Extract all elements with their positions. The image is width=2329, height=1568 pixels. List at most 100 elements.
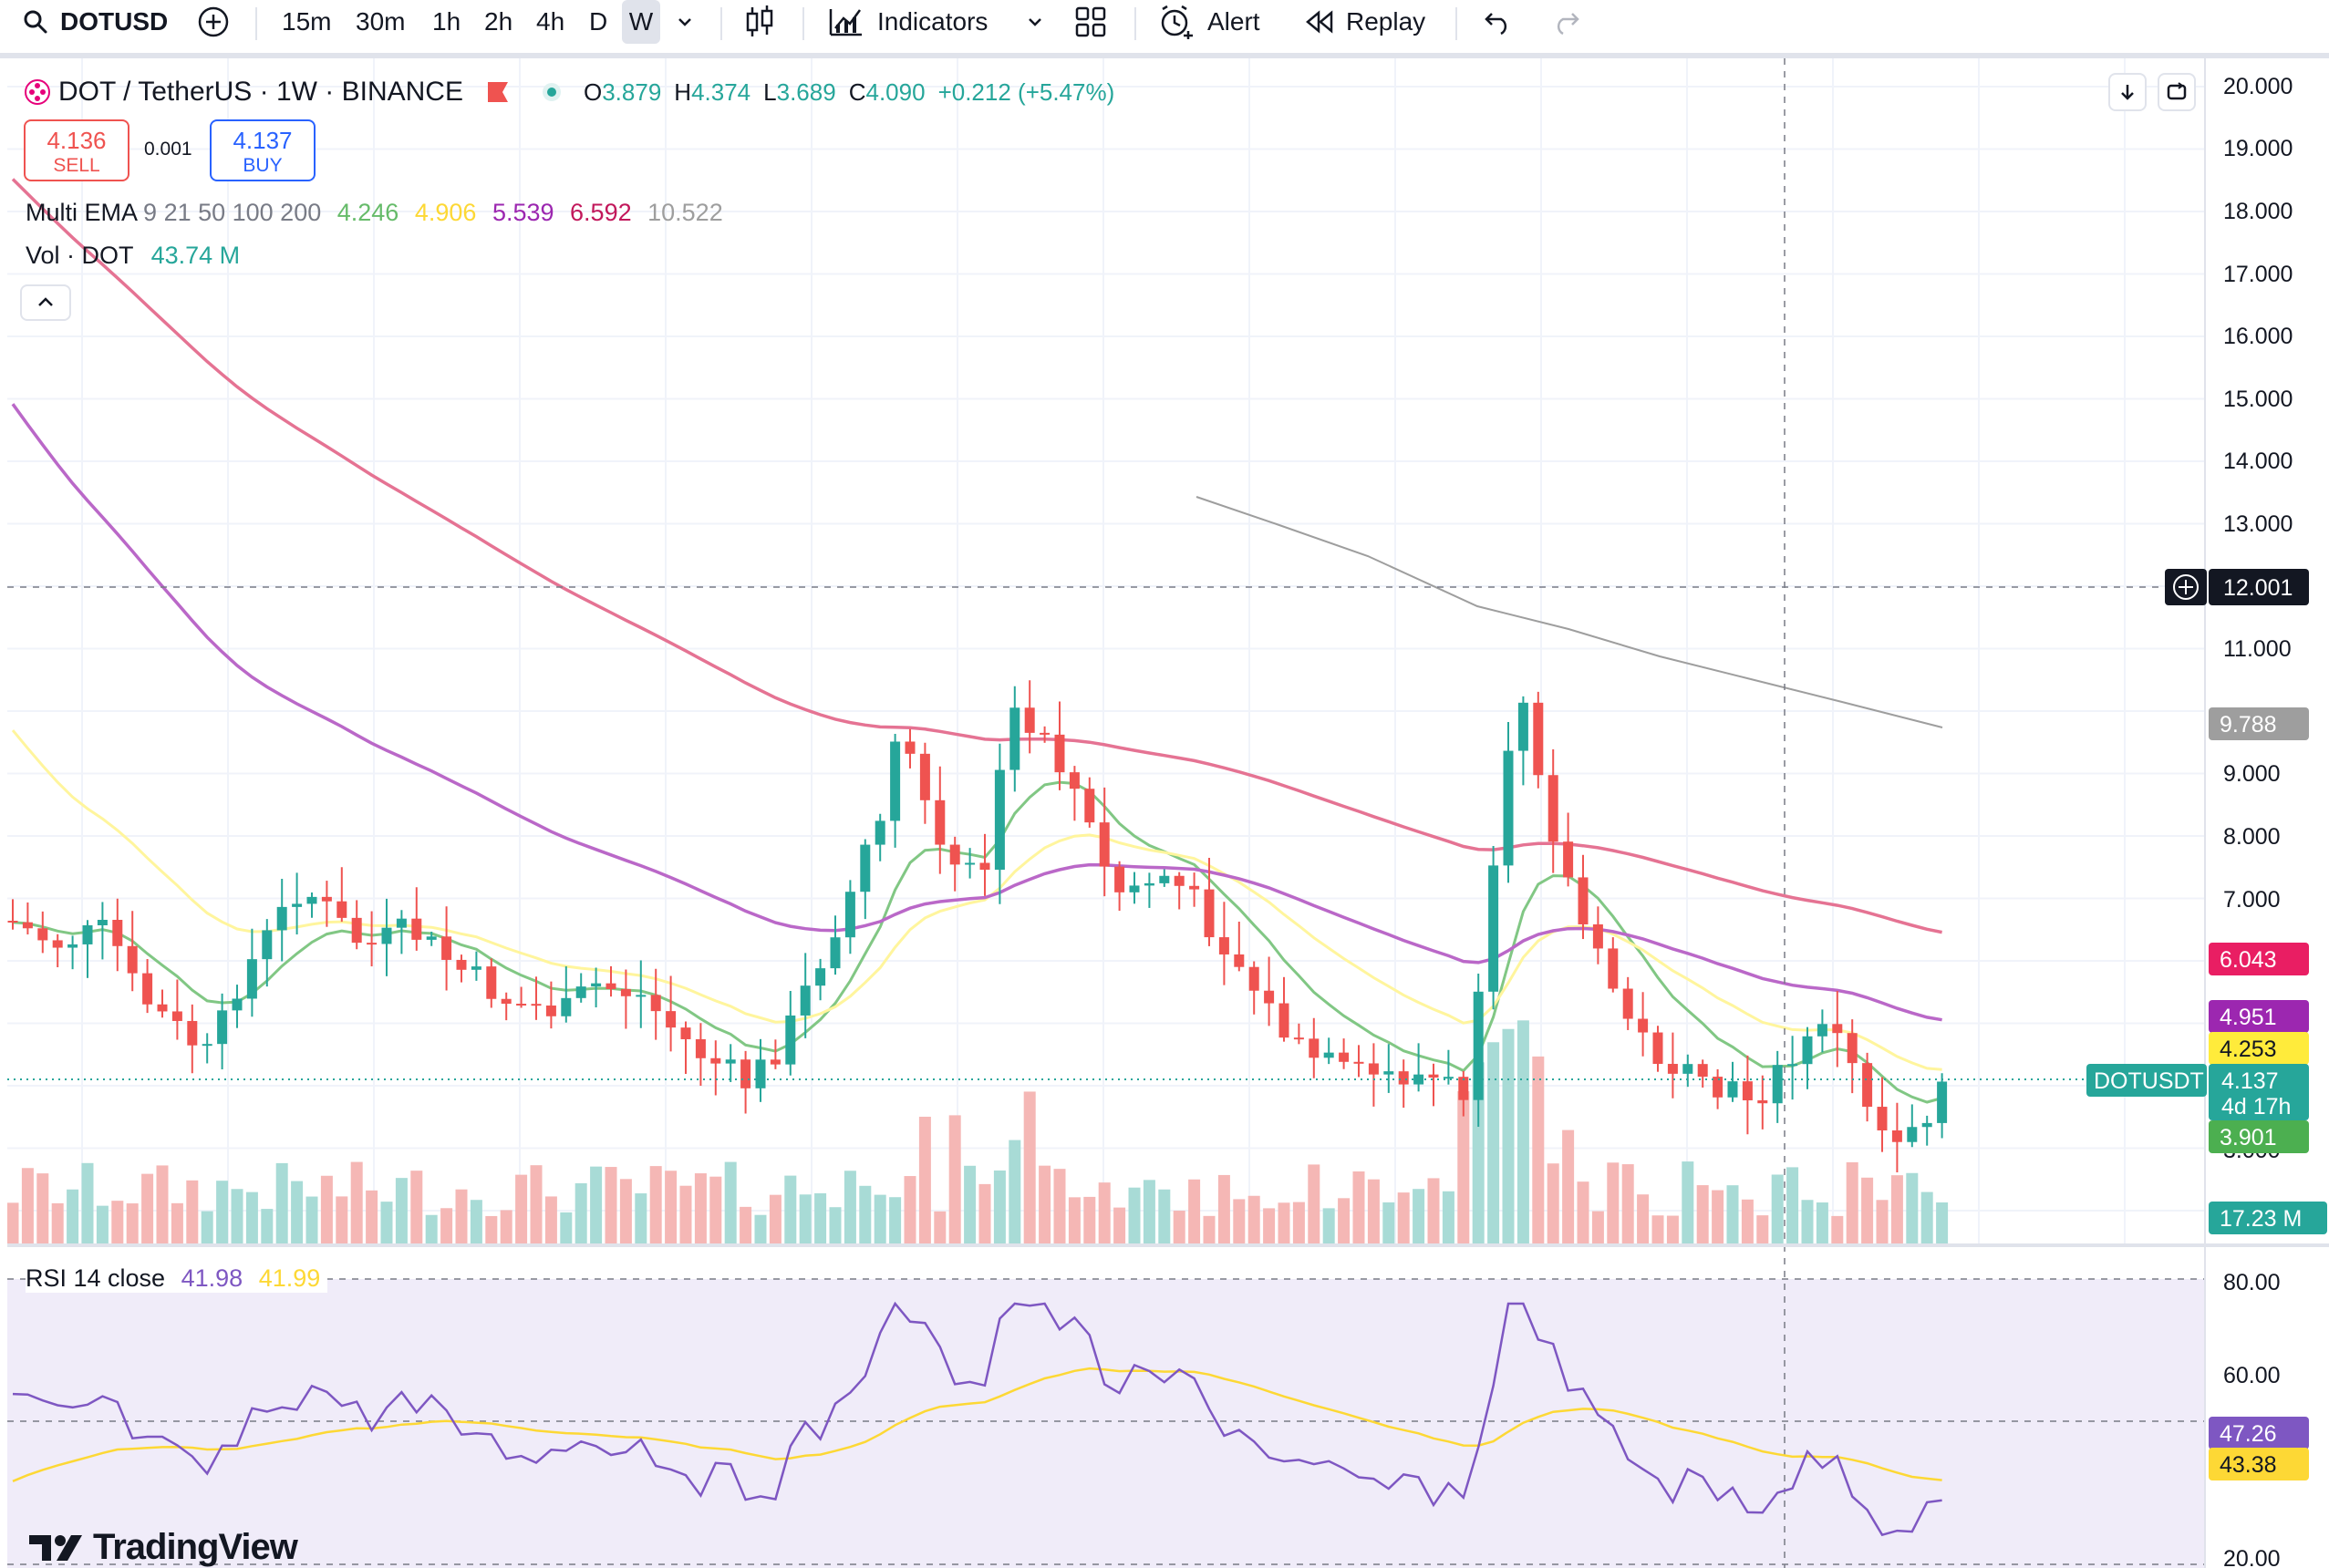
rsi-axis[interactable]: 80.00 60.00 20.00 47.26 43.38 <box>2209 1270 2309 1568</box>
symbol-search[interactable]: DOTUSD <box>22 0 168 44</box>
volume-bar <box>1322 1208 1335 1243</box>
volume-bar <box>1442 1191 1454 1243</box>
reset-chart-button[interactable] <box>2158 73 2196 111</box>
candle-body <box>262 930 273 960</box>
interval-2h[interactable]: 2h <box>484 7 513 36</box>
volume-bar <box>1547 1163 1559 1243</box>
indicators-button[interactable]: Indicators <box>828 0 988 44</box>
candle-body <box>411 918 422 940</box>
price-tick: 8.000 <box>2223 824 2281 850</box>
volume-bar <box>425 1214 438 1243</box>
volume-bar <box>186 1180 199 1243</box>
volume-bar <box>231 1189 243 1243</box>
interval-w[interactable]: W <box>622 0 660 44</box>
volume-bar <box>1651 1215 1664 1243</box>
divider <box>1134 7 1136 40</box>
interval-d[interactable]: D <box>589 7 608 36</box>
interval-4h[interactable]: 4h <box>536 7 565 36</box>
volume-bar <box>740 1206 752 1243</box>
volume-bar <box>380 1202 393 1243</box>
chart-type-button[interactable] <box>744 0 775 44</box>
chevron-down-icon <box>1029 18 1041 26</box>
candle-body <box>1428 1074 1439 1078</box>
volume-bar <box>544 1196 557 1243</box>
volume-badge <box>2209 1202 2327 1234</box>
ema21-badge <box>2209 1032 2309 1065</box>
candle-body <box>666 1011 677 1028</box>
rsi-band <box>7 1279 2205 1568</box>
volume-bar <box>1890 1175 1903 1243</box>
candle-body <box>1832 1024 1843 1034</box>
volume-bar <box>111 1201 124 1243</box>
volume-bar <box>36 1173 49 1243</box>
volume-bar <box>1247 1195 1260 1243</box>
ema9-badge-text: 3.901 <box>2220 1125 2277 1150</box>
candle-body <box>1862 1063 1873 1108</box>
volume-bar <box>1113 1207 1126 1243</box>
indicators-dropdown[interactable] <box>1025 0 1045 44</box>
volume-bar <box>1876 1200 1889 1243</box>
price-tick: 20.000 <box>2223 74 2293 99</box>
volume-bar <box>96 1205 109 1243</box>
collapse-legend-button[interactable] <box>20 284 71 321</box>
interval-30m[interactable]: 30m <box>356 7 406 36</box>
grid-lines <box>7 58 2205 1245</box>
chart-title[interactable]: DOT / TetherUS · 1W · BINANCE <box>58 77 463 107</box>
price-axis[interactable]: 20.000 19.000 18.000 17.000 16.000 15.00… <box>2223 74 2293 1163</box>
sell-button[interactable]: 4.136 SELL <box>24 119 129 181</box>
tradingview-logo[interactable]: TradingView <box>27 1527 298 1568</box>
candle-body <box>246 959 257 999</box>
candle-body <box>561 997 572 1016</box>
interval-dropdown[interactable] <box>675 0 695 44</box>
volume-bar <box>1741 1199 1754 1243</box>
candle-body <box>52 940 63 948</box>
undo-button[interactable] <box>1483 0 1514 44</box>
rsi-tick: 20.00 <box>2223 1546 2281 1568</box>
interval-1h[interactable]: 1h <box>432 7 461 36</box>
volume-bar <box>530 1165 543 1243</box>
volume-bar <box>605 1167 617 1243</box>
ema-periods: 9 21 50 100 200 <box>143 199 322 226</box>
alert-button[interactable]: Alert <box>1158 0 1260 44</box>
volume-bar <box>619 1179 632 1243</box>
volume-bar <box>245 1191 258 1243</box>
candle-body <box>516 1004 527 1006</box>
ema200-badge <box>2209 707 2309 740</box>
volume-bar <box>1696 1185 1709 1243</box>
candle-body <box>725 1059 736 1064</box>
candle-body <box>575 986 586 998</box>
ema200-value: 10.522 <box>647 199 723 226</box>
market-status-icon[interactable] <box>542 82 562 102</box>
volume-bar <box>1023 1091 1036 1243</box>
candle-body <box>1682 1064 1693 1074</box>
rsi-legend[interactable]: RSI 14 close 41.98 41.99 <box>26 1264 328 1293</box>
candle-body <box>1937 1081 1948 1123</box>
volume-legend[interactable]: Vol · DOT 43.74 M <box>26 242 240 270</box>
compare-button[interactable] <box>197 0 230 44</box>
buy-button[interactable]: 4.137 BUY <box>210 119 316 181</box>
candle-body <box>1293 1037 1304 1040</box>
redo-button[interactable] <box>1550 0 1581 44</box>
volume-bar <box>934 1211 947 1243</box>
ohlc-change: +0.212 (+5.47%) <box>937 77 1115 106</box>
ema-legend[interactable]: Multi EMA 9 21 50 100 200 4.246 4.906 5.… <box>26 199 723 227</box>
candle-body <box>157 1004 168 1012</box>
volume-bar <box>1217 1174 1230 1243</box>
volume-bar <box>470 1200 482 1243</box>
volume-bar <box>889 1197 902 1243</box>
volume-bar <box>51 1202 64 1243</box>
volume-bar <box>1188 1179 1201 1243</box>
interval-15m[interactable]: 15m <box>282 7 332 36</box>
candle-body <box>1129 885 1140 892</box>
flag-icon[interactable] <box>485 79 512 105</box>
scroll-to-latest-button[interactable] <box>2108 73 2147 111</box>
candle-body <box>1189 885 1200 890</box>
volume-bar <box>560 1212 573 1243</box>
candlesticks <box>7 680 1948 1172</box>
volume-bar <box>635 1193 647 1243</box>
candle-body <box>1443 1077 1454 1079</box>
replay-button[interactable]: Replay <box>1304 0 1425 44</box>
rsi-ma-value: 41.99 <box>258 1264 321 1292</box>
templates-button[interactable] <box>1074 0 1107 44</box>
